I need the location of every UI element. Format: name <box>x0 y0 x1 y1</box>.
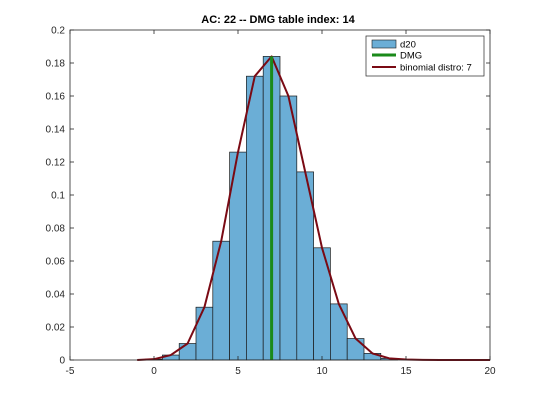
y-tick-label: 0.14 <box>46 125 66 136</box>
x-tick-label: -5 <box>66 366 75 377</box>
x-tick-label: 15 <box>400 366 412 377</box>
histogram-bars <box>145 56 398 361</box>
axes: -5 0 5 10 15 2000.020.040.060.080.10.120.140.… <box>46 26 496 378</box>
x-tick-label: 0 <box>151 366 157 377</box>
x-tick-label: 10 <box>316 366 328 377</box>
histogram-bar <box>346 338 365 361</box>
histogram-bar <box>279 95 298 361</box>
chart-title: AC: 22 -- DMG table index: 14 <box>201 14 355 26</box>
y-tick-label: 0.2 <box>51 26 65 37</box>
histogram-bar <box>178 343 197 361</box>
y-tick-label: 0.16 <box>46 92 66 103</box>
y-tick-label: 0.18 <box>46 59 66 70</box>
y-tick-label: 0.04 <box>46 290 66 301</box>
legend-swatch-d20 <box>371 39 397 49</box>
y-tick-label: 0.1 <box>51 191 65 202</box>
histogram-bar <box>330 303 348 361</box>
legend-label-binomial: binomial distro: 7 <box>400 63 472 74</box>
histogram-bar <box>195 306 214 361</box>
y-tick-label: 0.08 <box>46 224 66 235</box>
histogram-bar <box>212 240 230 361</box>
legend-label-dmg: DMG <box>400 51 422 62</box>
y-tick-label: 0 <box>59 356 65 367</box>
histogram-bar <box>246 75 264 361</box>
y-tick-label: 0.06 <box>46 257 66 268</box>
x-tick-label: 20 <box>484 366 496 377</box>
y-tick-label: 0.12 <box>46 158 66 169</box>
legend-label-d20: d20 <box>400 40 416 51</box>
x-tick-label: 5 <box>235 366 241 377</box>
y-tick-label: 0.02 <box>46 323 66 334</box>
